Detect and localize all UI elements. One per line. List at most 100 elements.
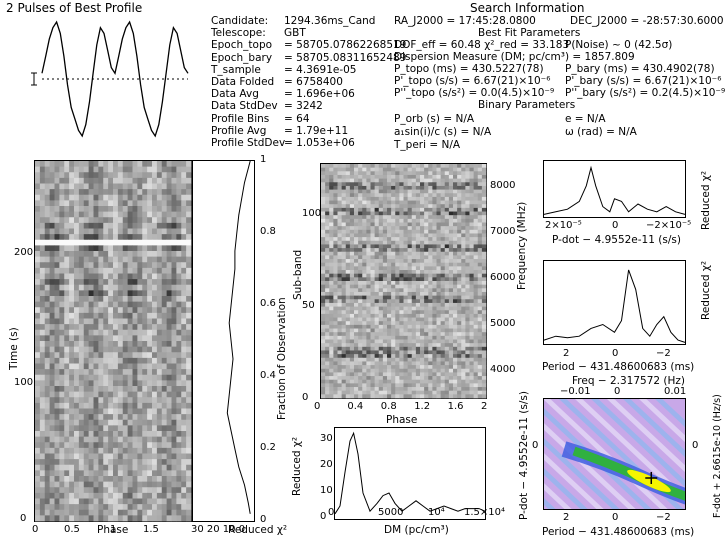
tp-cell <box>147 341 153 348</box>
tp-cell <box>156 273 163 280</box>
sb-cell <box>420 291 425 297</box>
tp-cell <box>186 267 192 274</box>
sb-cell <box>407 218 413 223</box>
tp-cell <box>156 442 163 449</box>
tp-cell <box>83 509 90 516</box>
sb-cell <box>424 365 429 370</box>
sb-cell <box>358 251 363 256</box>
tp-cell <box>103 206 109 213</box>
pp-stripe <box>655 399 685 428</box>
sb-cell <box>477 357 483 362</box>
sb-cell <box>461 207 466 212</box>
sb-cell <box>341 390 347 395</box>
sb-cell <box>329 321 334 326</box>
sb-cell <box>366 251 371 256</box>
tp-cell <box>166 206 172 213</box>
tp-cell <box>83 498 90 505</box>
sb-cell <box>333 332 338 337</box>
tp-cell <box>49 509 55 516</box>
tp-cell <box>54 453 60 460</box>
sb-cell <box>473 178 479 183</box>
tp-cell <box>98 262 104 269</box>
tp-cell <box>137 273 143 280</box>
tp-cell <box>78 363 85 370</box>
sb-cell <box>407 324 413 329</box>
tp-cell <box>69 262 75 269</box>
sb-cell <box>354 244 359 249</box>
sb-cell <box>333 204 338 209</box>
sb-cell <box>477 211 483 216</box>
tp-cell <box>74 189 80 196</box>
sb-cell <box>453 226 458 231</box>
tp-cell <box>132 481 138 488</box>
tp-cell <box>186 206 192 213</box>
sb-cell <box>391 335 396 340</box>
tp-cell <box>122 234 129 241</box>
sb-cell <box>329 164 334 169</box>
sb-cell <box>407 383 413 388</box>
tp-cell <box>103 402 109 409</box>
tp-cell <box>93 189 99 196</box>
tp-cell <box>64 346 70 353</box>
sb-cell <box>321 240 326 245</box>
sb-cell <box>370 310 376 315</box>
tp-cell <box>186 391 192 398</box>
sb-cell <box>345 196 351 201</box>
sb-cell <box>374 306 380 311</box>
tp-cell <box>98 194 104 201</box>
tp-cell <box>93 397 99 404</box>
tp-cell <box>137 459 143 466</box>
sb-cell <box>415 299 421 304</box>
sb-cell <box>366 215 371 220</box>
tp-cell <box>132 312 138 319</box>
sb-cell <box>329 167 334 172</box>
tp-cell <box>69 504 75 511</box>
sb-cell <box>370 291 376 297</box>
tp-cell <box>147 498 153 505</box>
tp-cell <box>69 515 75 522</box>
sb-cell <box>378 335 384 340</box>
tp-cell <box>39 504 46 511</box>
sb-cell <box>395 185 400 190</box>
tp-cell <box>127 470 133 477</box>
sb-cell <box>333 171 338 176</box>
sb-cell <box>358 376 363 381</box>
sb-cell <box>362 335 367 340</box>
sb-cell <box>457 387 462 392</box>
tp-cell <box>54 239 60 246</box>
tp-cell <box>93 273 99 280</box>
tp-cell <box>147 476 153 483</box>
tp-cell <box>98 307 104 314</box>
tp-cell <box>156 476 163 483</box>
tp-cell <box>88 200 94 207</box>
sb-cell <box>345 237 351 242</box>
sb-cell <box>403 372 409 377</box>
sb-cell <box>481 259 487 264</box>
sb-cell <box>424 302 429 307</box>
tp-cell <box>176 200 182 207</box>
sb-cell <box>420 178 425 183</box>
sb-cell <box>374 357 380 362</box>
sb-cell <box>345 288 351 293</box>
tp-cell <box>35 234 41 241</box>
tp-cell <box>152 312 158 319</box>
sb-cell <box>349 335 355 340</box>
sb-cell <box>362 178 367 183</box>
tp-cell <box>113 256 119 263</box>
sb-cell <box>349 288 355 293</box>
sb-cell <box>473 310 479 315</box>
tp-cell <box>78 189 85 196</box>
tp-cell <box>147 307 153 314</box>
tp-cell <box>83 239 90 246</box>
tp-cell <box>49 234 55 241</box>
sb-cell <box>477 328 483 333</box>
tp-cell <box>161 161 168 168</box>
sb-cell <box>349 299 355 304</box>
pp-freq-tick-1: 0 <box>614 386 621 397</box>
sb-cell <box>432 218 437 223</box>
sb-cell <box>415 222 421 227</box>
tp-cell <box>35 290 41 297</box>
sb-cell <box>387 372 392 377</box>
sb-cell <box>370 193 376 198</box>
tp-cell <box>147 352 153 359</box>
